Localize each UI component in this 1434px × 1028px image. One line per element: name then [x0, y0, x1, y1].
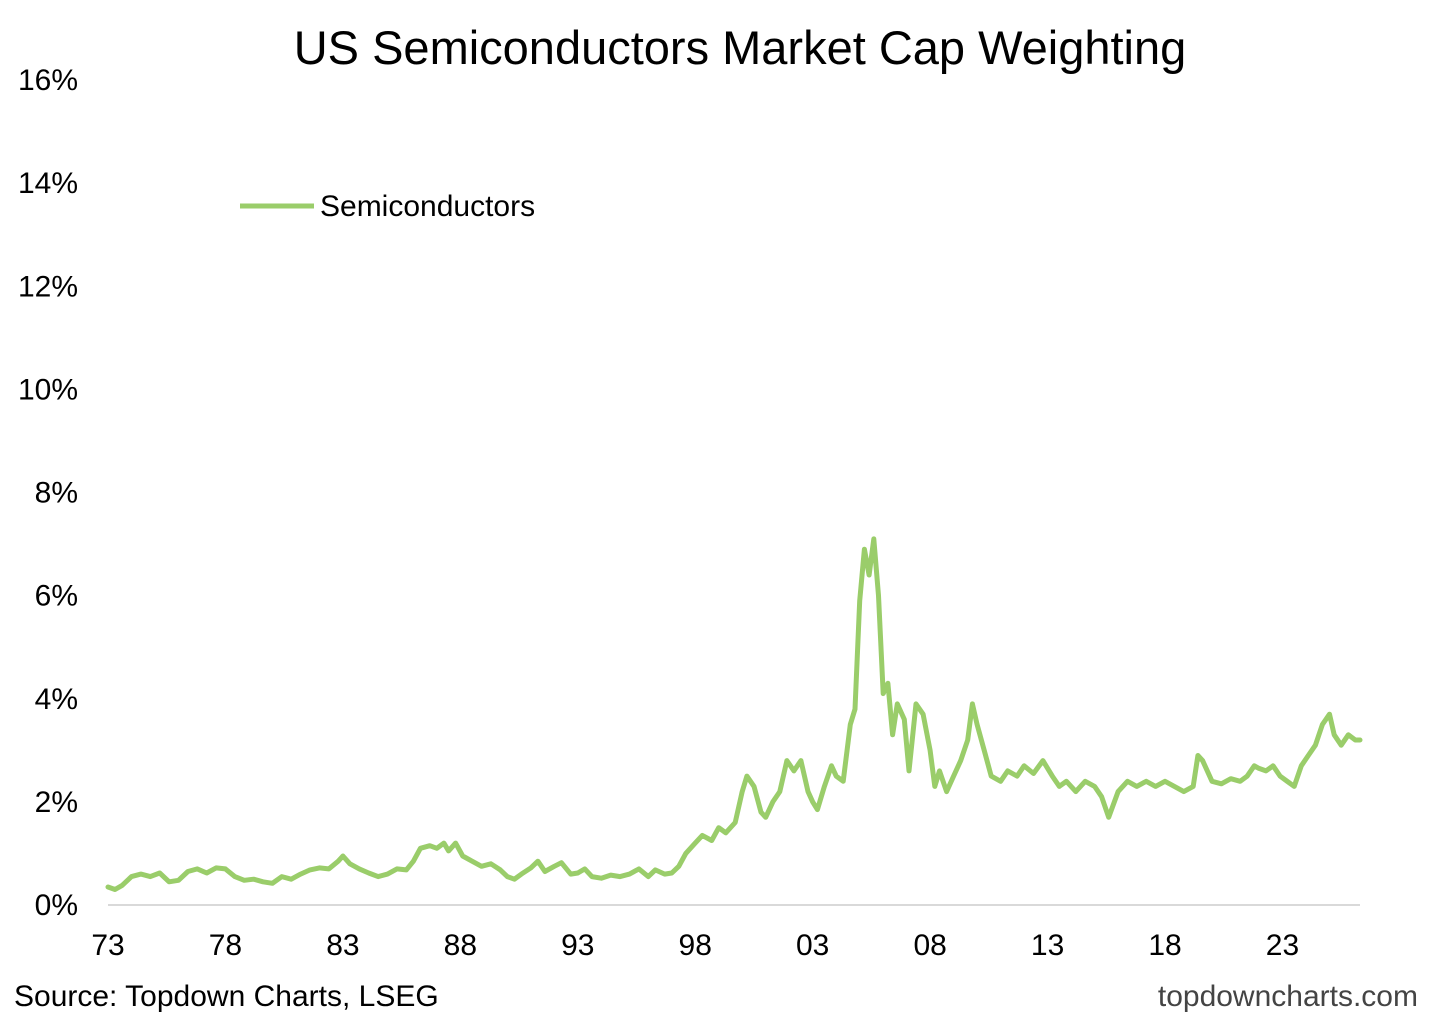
x-tick-label: 93 [561, 929, 594, 962]
x-tick-label: 98 [679, 929, 712, 962]
brand-watermark: topdowncharts.com [1158, 980, 1418, 1013]
series-line-semiconductors [105, 536, 1363, 892]
chart-title: US Semiconductors Market Cap Weighting [294, 21, 1187, 74]
x-tick-label: 73 [91, 929, 124, 962]
x-tick-label: 08 [913, 929, 946, 962]
y-tick-label: 6% [35, 580, 78, 613]
x-tick-label: 23 [1266, 929, 1299, 962]
y-tick-label: 8% [35, 477, 78, 510]
legend: Semiconductors [240, 190, 535, 223]
y-tick-label: 12% [18, 270, 78, 303]
legend-label: Semiconductors [320, 190, 535, 223]
x-tick-label: 78 [209, 929, 242, 962]
y-tick-label: 14% [18, 167, 78, 200]
y-tick-label: 10% [18, 373, 78, 406]
x-axis-ticks: 73 78 83 88 93 98 03 08 13 18 23 [91, 929, 1299, 962]
x-tick-label: 18 [1148, 929, 1181, 962]
x-tick-label: 13 [1031, 929, 1064, 962]
x-tick-label: 03 [796, 929, 829, 962]
source-note: Source: Topdown Charts, LSEG [14, 980, 439, 1013]
y-tick-label: 16% [18, 64, 78, 97]
x-tick-label: 83 [326, 929, 359, 962]
y-tick-label: 4% [35, 683, 78, 716]
y-axis-ticks: 0% 2% 4% 6% 8% 10% 12% 14% 16% [18, 64, 78, 922]
y-tick-label: 2% [35, 786, 78, 819]
x-tick-label: 88 [444, 929, 477, 962]
y-tick-label: 0% [35, 889, 78, 922]
